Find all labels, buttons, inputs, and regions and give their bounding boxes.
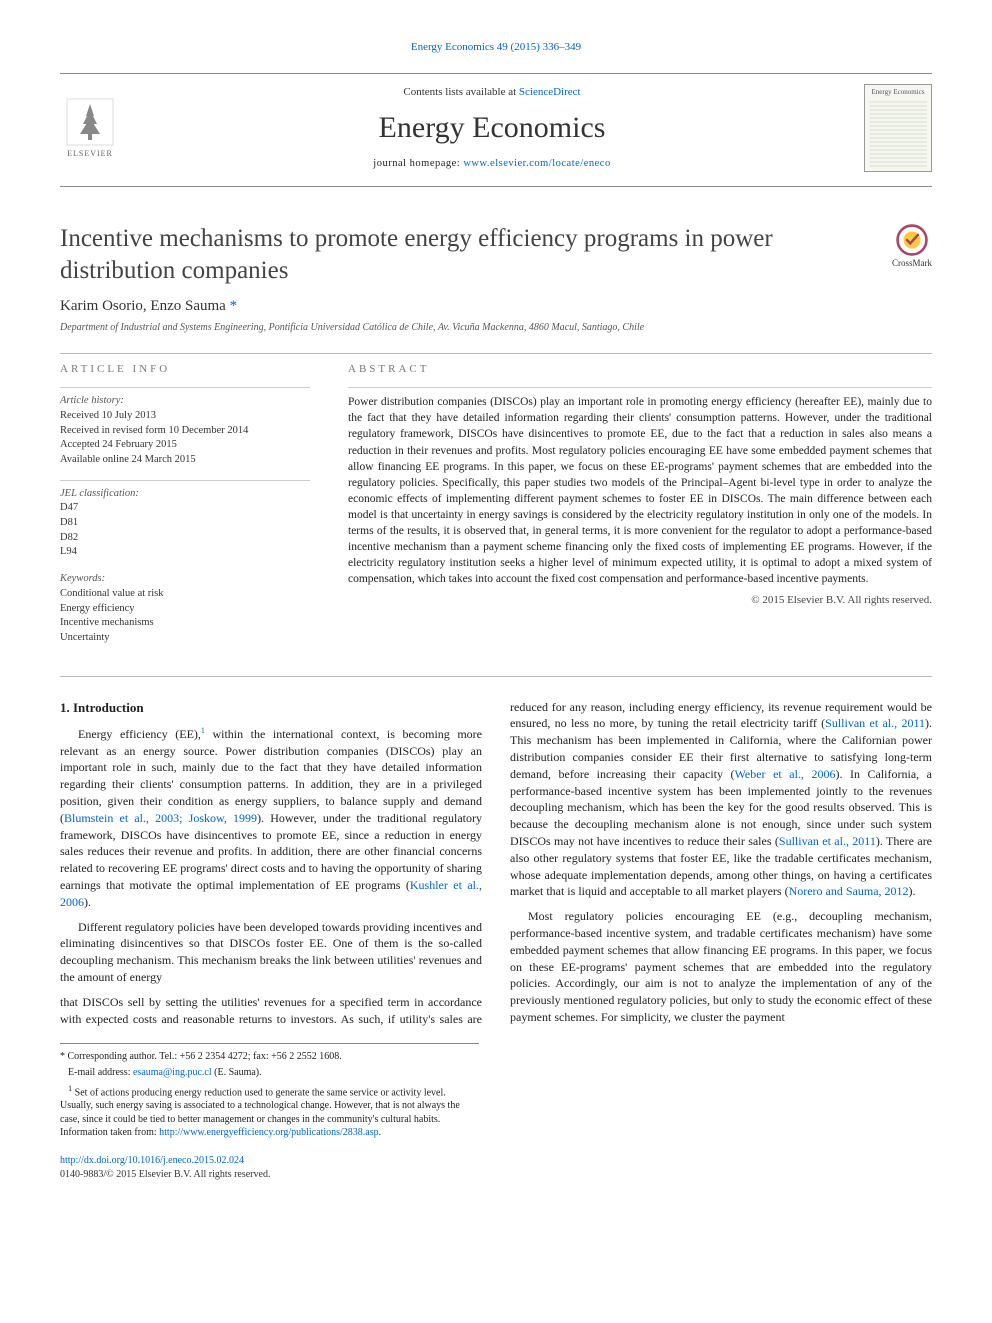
- cover-thumb-title: Energy Economics: [872, 89, 925, 97]
- citation-link[interactable]: Sullivan et al., 2011: [825, 716, 925, 730]
- jel-label: JEL classification:: [60, 487, 310, 502]
- abstract-copyright: © 2015 Elsevier B.V. All rights reserved…: [348, 593, 932, 608]
- jel-code: L94: [60, 545, 310, 560]
- journal-cover-thumbnail: Energy Economics: [864, 84, 932, 172]
- journal-homepage-line: journal homepage: www.elsevier.com/locat…: [132, 157, 852, 172]
- title-block: Incentive mechanisms to promote energy e…: [60, 223, 932, 286]
- elsevier-logo: ELSEVIER: [60, 93, 120, 163]
- sciencedirect-link[interactable]: ScienceDirect: [519, 86, 581, 98]
- homepage-prefix: journal homepage:: [373, 158, 463, 169]
- info-divider: [60, 480, 310, 481]
- citation-link[interactable]: Norero and Sauma, 2012: [789, 884, 909, 898]
- email-label: E-mail address:: [68, 1067, 133, 1078]
- info-divider: [60, 387, 310, 388]
- history-line: Available online 24 March 2015: [60, 453, 310, 468]
- email-suffix: (E. Sauma).: [212, 1067, 262, 1078]
- masthead: ELSEVIER Contents lists available at Sci…: [60, 73, 932, 187]
- history-line: Accepted 24 February 2015: [60, 438, 310, 453]
- keyword: Uncertainty: [60, 631, 310, 646]
- issn-copyright-line: 0140-9883/© 2015 Elsevier B.V. All right…: [60, 1169, 270, 1180]
- keyword: Conditional value at risk: [60, 587, 310, 602]
- masthead-center: Contents lists available at ScienceDirec…: [132, 85, 852, 171]
- abstract-column: abstract Power distribution companies (D…: [348, 362, 932, 658]
- crossmark-icon: [895, 223, 929, 257]
- abstract-text: Power distribution companies (DISCOs) pl…: [348, 394, 932, 587]
- jel-group: JEL classification: D47 D81 D82 L94: [60, 487, 310, 560]
- body-paragraph: Energy efficiency (EE),1 within the inte…: [60, 725, 482, 911]
- top-reference-link[interactable]: Energy Economics 49 (2015) 336–349: [411, 41, 581, 53]
- corresponding-author-footnote: * Corresponding author. Tel.: +56 2 2354…: [60, 1050, 479, 1064]
- crossmark-badge[interactable]: CrossMark: [892, 223, 932, 270]
- author-names: Karim Osorio, Enzo Sauma: [60, 298, 230, 314]
- article-info-column: article info Article history: Received 1…: [60, 362, 310, 658]
- article-body: 1. Introduction Energy efficiency (EE),1…: [60, 699, 932, 1031]
- section-heading-introduction: 1. Introduction: [60, 699, 482, 717]
- abstract-divider: [348, 387, 932, 388]
- body-paragraph: Most regulatory policies encouraging EE …: [510, 908, 932, 1026]
- elsevier-label: ELSEVIER: [67, 148, 113, 159]
- footnote-link[interactable]: http://www.energyefficiency.org/publicat…: [159, 1127, 379, 1138]
- article-info-heading: article info: [60, 362, 310, 377]
- cover-thumb-body: [869, 101, 927, 167]
- contents-line: Contents lists available at ScienceDirec…: [132, 85, 852, 100]
- corresponding-author-marker[interactable]: *: [230, 298, 238, 314]
- affiliation: Department of Industrial and Systems Eng…: [60, 321, 932, 335]
- jel-code: D82: [60, 531, 310, 546]
- keyword: Incentive mechanisms: [60, 616, 310, 631]
- body-text: Energy efficiency (EE),: [78, 727, 201, 741]
- info-abstract-row: article info Article history: Received 1…: [60, 362, 932, 658]
- abstract-heading: abstract: [348, 362, 932, 377]
- citation-link[interactable]: Blumstein et al., 2003; Joskow, 1999: [64, 811, 257, 825]
- body-text: ).: [909, 884, 916, 898]
- keyword: Energy efficiency: [60, 602, 310, 617]
- email-footnote: E-mail address: esauma@ing.puc.cl (E. Sa…: [60, 1066, 479, 1080]
- footnotes: * Corresponding author. Tel.: +56 2 2354…: [60, 1043, 479, 1140]
- citation-link[interactable]: Weber et al., 2006: [735, 767, 836, 781]
- section-divider: [60, 676, 932, 677]
- history-line: Received in revised form 10 December 201…: [60, 424, 310, 439]
- elsevier-tree-icon: [66, 98, 114, 146]
- footnote-1: 1 Set of actions producing energy reduct…: [60, 1083, 479, 1140]
- keywords-group: Keywords: Conditional value at risk Ener…: [60, 572, 310, 645]
- citation-link[interactable]: Sullivan et al., 2011: [779, 834, 876, 848]
- journal-homepage-link[interactable]: www.elsevier.com/locate/eneco: [463, 158, 610, 169]
- jel-code: D81: [60, 516, 310, 531]
- keywords-label: Keywords:: [60, 572, 310, 587]
- article-title: Incentive mechanisms to promote energy e…: [60, 223, 880, 286]
- crossmark-label: CrossMark: [892, 257, 932, 270]
- jel-code: D47: [60, 501, 310, 516]
- footnote-text: .: [379, 1127, 382, 1138]
- article-history-group: Article history: Received 10 July 2013 R…: [60, 394, 310, 467]
- body-text: ).: [84, 895, 91, 909]
- top-reference: Energy Economics 49 (2015) 336–349: [60, 40, 932, 55]
- history-label: Article history:: [60, 394, 310, 409]
- history-line: Received 10 July 2013: [60, 409, 310, 424]
- contents-prefix: Contents lists available at: [403, 86, 518, 98]
- journal-banner-title: Energy Economics: [132, 107, 852, 149]
- email-link[interactable]: esauma@ing.puc.cl: [133, 1067, 212, 1078]
- authors: Karim Osorio, Enzo Sauma *: [60, 296, 932, 317]
- section-divider: [60, 353, 932, 354]
- body-paragraph: Different regulatory policies have been …: [60, 919, 482, 986]
- doi-link[interactable]: http://dx.doi.org/10.1016/j.eneco.2015.0…: [60, 1155, 244, 1166]
- doi-block: http://dx.doi.org/10.1016/j.eneco.2015.0…: [60, 1154, 932, 1182]
